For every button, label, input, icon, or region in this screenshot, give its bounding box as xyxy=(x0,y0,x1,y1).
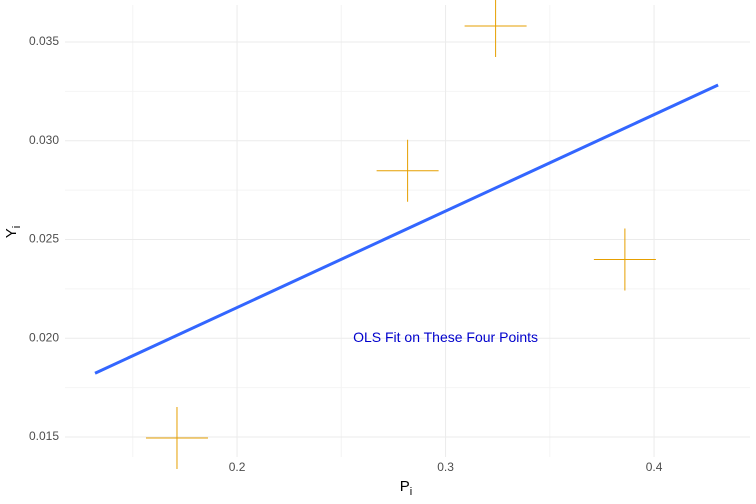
x-label: P xyxy=(400,478,410,495)
annotation: OLS Fit on These Four Points xyxy=(353,329,538,345)
point xyxy=(376,139,439,202)
y-tick-label: 0.025 xyxy=(29,232,59,246)
x-tick-label: 0.3 xyxy=(437,460,454,474)
y-tick-label: 0.020 xyxy=(29,330,59,344)
point xyxy=(464,0,527,57)
y-tick-label: 0.015 xyxy=(29,429,59,443)
y-label: Y xyxy=(3,228,20,238)
point xyxy=(593,228,656,291)
x-tick-label: 0.2 xyxy=(229,460,246,474)
y-tick-label: 0.030 xyxy=(29,133,59,147)
y-tick-label: 0.035 xyxy=(29,34,59,48)
y-label-sub: i xyxy=(11,226,23,228)
x-axis-title: Pi xyxy=(400,478,412,498)
y-axis-title: Yi xyxy=(3,226,23,238)
x-tick-label: 0.4 xyxy=(646,460,663,474)
fit-line xyxy=(94,83,719,375)
x-label-sub: i xyxy=(410,486,412,498)
point xyxy=(145,407,208,470)
